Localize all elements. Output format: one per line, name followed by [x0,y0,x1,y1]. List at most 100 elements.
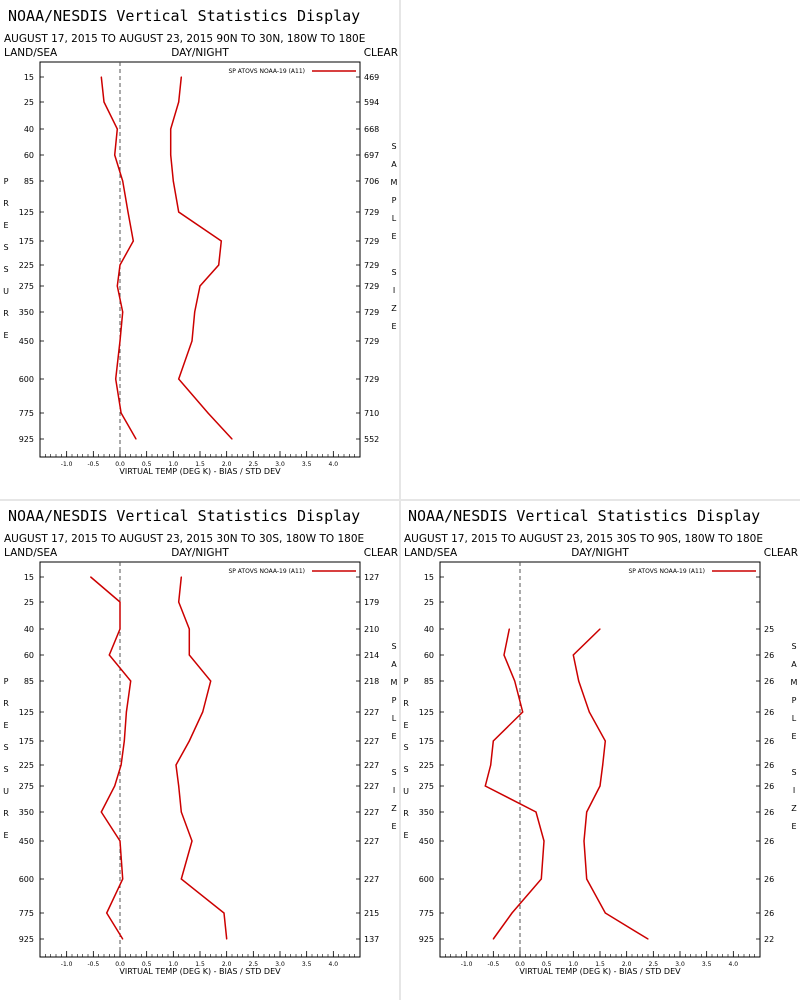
data-point [178,601,180,603]
data-point [127,211,129,213]
x-tick-label: 4.0 [729,961,739,968]
x-tick-label: 2.0 [222,961,232,968]
sample-size-axis-letter: P [792,696,797,705]
x-tick-label: -0.5 [87,961,99,968]
x-tick-label: 0.0 [115,461,125,468]
sample-size-axis-letter: Z [391,804,397,813]
x-tick-label: 3.0 [275,961,285,968]
pressure-axis-letter: P [404,677,409,686]
pressure-axis-letter: S [3,265,8,274]
x-axis-label: VIRTUAL TEMP (DEG K) - BIAS / STD DEV [119,967,281,976]
chart-subtitle: AUGUST 17, 2015 TO AUGUST 23, 2015 30S T… [404,533,763,545]
pressure-label: 125 [19,208,34,217]
pressure-label: 85 [24,177,34,186]
data-point [188,654,190,656]
clear-label: CLEAR [364,547,398,559]
pressure-label: 175 [419,737,434,746]
pressure-label: 175 [19,737,34,746]
sample-size-label: 227 [364,875,379,884]
sample-size-label: 26 [764,808,774,817]
pressure-label: 925 [419,935,434,944]
x-tick-label: 3.0 [675,961,685,968]
pressure-label: 60 [424,651,434,660]
x-tick-label: -1.0 [61,461,73,468]
x-tick-label: -0.5 [487,961,499,968]
x-tick-label: -0.5 [87,461,99,468]
sample-size-label: 25 [764,625,774,634]
day-night-label: DAY/NIGHT [171,547,229,559]
data-point [103,101,105,103]
chart-panel-3: NOAA/NESDIS Vertical Statistics Display A… [403,507,798,976]
x-tick-label: 1.5 [195,461,205,468]
chart-panel-1: NOAA/NESDIS Vertical Statistics Display A… [3,7,398,476]
sample-size-axis-letter: Z [391,304,397,313]
sample-size-label: 729 [364,337,379,346]
sample-size-axis-letter: A [791,660,797,669]
plot-frame [39,561,361,958]
data-point [583,840,585,842]
data-point [116,285,118,287]
sample-size-label: 594 [364,98,379,107]
sample-size-axis-letter: I [393,286,395,295]
x-tick-label: 1.0 [169,461,179,468]
pressure-axis-letter: S [3,765,8,774]
legend-label: SP ATOVS NOAA-19 (A11) [228,568,305,575]
data-point [119,340,121,342]
sample-size-axis-letter: Z [791,804,797,813]
x-tick-label: 0.0 [515,961,525,968]
legend-label: SP ATOVS NOAA-19 (A11) [228,68,305,75]
data-point [202,711,204,713]
x-tick-label: 2.0 [222,461,232,468]
legend-label: SP ATOVS NOAA-19 (A11) [628,568,705,575]
pressure-axis-letter: R [403,699,409,708]
pressure-label: 15 [24,73,34,82]
sample-size-axis-letter: S [391,268,396,277]
x-axis-label: VIRTUAL TEMP (DEG K) - BIAS / STD DEV [519,967,681,976]
data-point [178,101,180,103]
pressure-axis-letter: S [403,743,408,752]
x-tick-label: 1.5 [195,961,205,968]
land-sea-label: LAND/SEA [404,547,458,559]
sample-size-label: 26 [764,651,774,660]
day-night-label: DAY/NIGHT [171,47,229,59]
data-point [226,938,228,940]
pressure-label: 350 [19,308,34,317]
data-point [503,654,505,656]
data-point [172,180,174,182]
pressure-label: 775 [19,909,34,918]
pressure-label: 925 [19,435,34,444]
data-point [122,938,124,940]
pressure-label: 925 [19,935,34,944]
sample-size-axis-letter: L [392,714,397,723]
sample-size-axis-letter: S [391,142,396,151]
data-point [511,912,513,914]
data-point [119,840,121,842]
data-point [492,740,494,742]
series-line-std-dev [175,576,228,940]
sample-size-label: 26 [764,782,774,791]
x-tick-label: 1.5 [595,961,605,968]
plot-frame [439,561,761,958]
pressure-axis-letter: E [3,331,8,340]
sample-size-axis-letter: E [791,732,796,741]
sample-size-label: 729 [364,282,379,291]
data-point [119,264,121,266]
pressure-label: 25 [24,598,34,607]
sample-size-label: 710 [364,409,379,418]
sample-size-axis-letter: S [391,642,396,651]
pressure-axis-letter: S [3,243,8,252]
x-tick-label: 2.5 [249,961,259,968]
data-point [535,811,537,813]
data-point [508,628,510,630]
sample-size-label: 179 [364,598,379,607]
x-tick-label: 2.0 [622,961,632,968]
sample-size-axis-letter: E [791,822,796,831]
data-point [90,576,92,578]
clear-label: CLEAR [364,47,398,59]
clear-label: CLEAR [764,547,798,559]
pressure-label: 15 [424,573,434,582]
data-point [604,740,606,742]
sample-size-label: 26 [764,737,774,746]
data-point [122,878,124,880]
sample-size-label: 137 [364,935,379,944]
